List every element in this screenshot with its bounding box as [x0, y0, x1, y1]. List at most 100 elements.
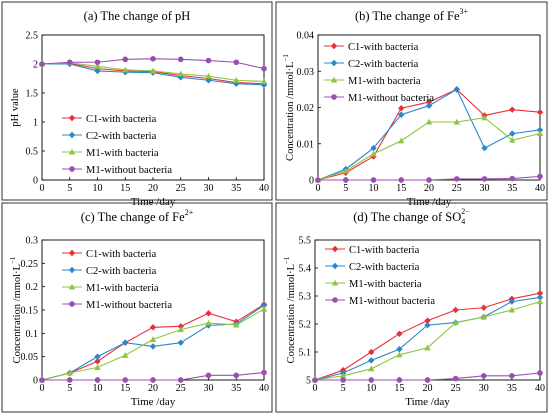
x-tick-label: 0: [40, 183, 45, 194]
panel-border: [275, 1, 548, 201]
y-tick-label: 0.04: [297, 31, 315, 42]
legend-swatch-marker: [331, 279, 339, 286]
data-point: [94, 67, 101, 75]
data-point: [122, 56, 129, 63]
data-point: [94, 63, 101, 69]
legend-entry: C2-with bacteria: [86, 131, 157, 142]
data-point: [398, 137, 405, 144]
x-tick-label: 30: [204, 383, 214, 394]
data-point: [370, 144, 377, 152]
data-point: [424, 317, 431, 324]
data-point: [537, 370, 543, 376]
data-point: [340, 377, 346, 383]
legend: C1-with bacteria C2-with bacteria M1-with …: [62, 114, 172, 176]
x-tick-label: 10: [366, 383, 376, 394]
series-line: [314, 301, 541, 381]
x-tick-label: 35: [231, 183, 241, 194]
x-tick-label: 15: [394, 383, 404, 394]
legend-entry: M1-without bacteria: [348, 93, 434, 104]
data-point: [509, 136, 516, 143]
x-axis-label: Time /day: [131, 196, 176, 208]
legend: C1-with bacteria C2-with bacteria M1-with …: [324, 42, 434, 104]
y-tick-label: 0.15: [21, 306, 39, 317]
data-point: [453, 86, 460, 93]
legend-swatch-marker: [332, 297, 338, 303]
x-axis-label: Time /day: [407, 196, 452, 208]
data-point: [509, 175, 516, 182]
data-point: [342, 167, 349, 174]
series-c2-with-bacteria: [38, 302, 268, 384]
x-tick-label: 0: [40, 383, 45, 394]
y-tick-label: 0: [309, 176, 314, 187]
x-tick-label: 5: [67, 383, 72, 394]
y-axis-label: Concentration /mmol·L−1: [9, 256, 23, 363]
legend-entry: M1-with bacteria: [86, 283, 159, 294]
y-tick-label: 2: [33, 60, 38, 71]
legend-swatch-marker: [331, 94, 337, 100]
x-tick-label: 25: [176, 183, 186, 194]
legend-swatch-marker: [330, 76, 338, 83]
chart-panel-1: 0 5 10 15 20 25 30 35 40 0 0.5 1 1.5 2 2.5 (a) The chan…: [1, 1, 273, 208]
data-point: [205, 319, 212, 326]
data-point: [205, 310, 212, 317]
data-point: [480, 304, 487, 311]
series-m1-without-bacteria: [315, 173, 543, 183]
y-tick-label: 0.1: [26, 329, 39, 340]
x-tick-label: 25: [176, 383, 186, 394]
data-point: [149, 67, 157, 74]
data-point: [233, 372, 240, 379]
data-point: [177, 323, 184, 330]
x-tick-label: 25: [452, 183, 462, 194]
y-tick-label: 5.2: [299, 320, 312, 331]
x-tick-label: 35: [231, 383, 241, 394]
legend-entry: C1-with bacteria: [86, 249, 157, 260]
x-tick-label: 30: [479, 383, 489, 394]
data-point: [536, 109, 544, 116]
series-line: [317, 117, 541, 181]
data-point: [425, 102, 433, 109]
legend-entry: C2-with bacteria: [348, 59, 419, 70]
data-point: [453, 176, 460, 182]
data-point: [480, 313, 487, 320]
x-tick-label: 5: [343, 183, 348, 194]
data-point: [509, 373, 515, 379]
y-tick-label: 5: [306, 376, 311, 387]
legend-entry: C2-with bacteria: [86, 266, 157, 277]
x-tick-label: 20: [424, 183, 434, 194]
x-tick-label: 30: [480, 183, 490, 194]
data-point: [205, 72, 212, 79]
x-tick-label: 25: [451, 383, 461, 394]
data-point: [177, 377, 184, 383]
legend-swatch-marker: [331, 262, 339, 270]
y-tick-label: 0.01: [297, 139, 315, 150]
data-point: [424, 377, 431, 383]
data-point: [122, 377, 129, 383]
x-tick-label: 10: [369, 183, 379, 194]
legend-entry: C1-with bacteria: [86, 114, 157, 125]
series-m1-with-bacteria: [38, 59, 268, 84]
legend-swatch-marker: [68, 114, 76, 122]
y-axis-label: Concentration /mmol·L−1: [282, 54, 296, 161]
data-point: [453, 118, 460, 125]
legend-entry: M1-with bacteria: [349, 279, 422, 290]
legend-entry: M1-without bacteria: [86, 165, 172, 176]
series-m1-without-bacteria: [312, 370, 543, 383]
x-tick-label: 15: [396, 183, 406, 194]
legend-entry: C2-with bacteria: [349, 262, 420, 273]
data-point: [425, 118, 433, 125]
data-point: [481, 144, 488, 152]
y-tick-label: 0.3: [26, 236, 39, 247]
y-tick-label: 5.1: [299, 348, 312, 359]
data-point: [425, 98, 433, 106]
legend-swatch-marker: [68, 283, 76, 290]
x-axis-label: Time /day: [131, 396, 176, 408]
data-point: [312, 377, 318, 383]
data-point: [149, 324, 157, 331]
data-point: [39, 377, 45, 383]
y-tick-label: 5.3: [299, 292, 312, 303]
series-m1-without-bacteria: [39, 55, 267, 72]
data-point: [66, 59, 73, 66]
y-tick-label: 1: [33, 118, 38, 129]
data-point: [398, 177, 405, 183]
